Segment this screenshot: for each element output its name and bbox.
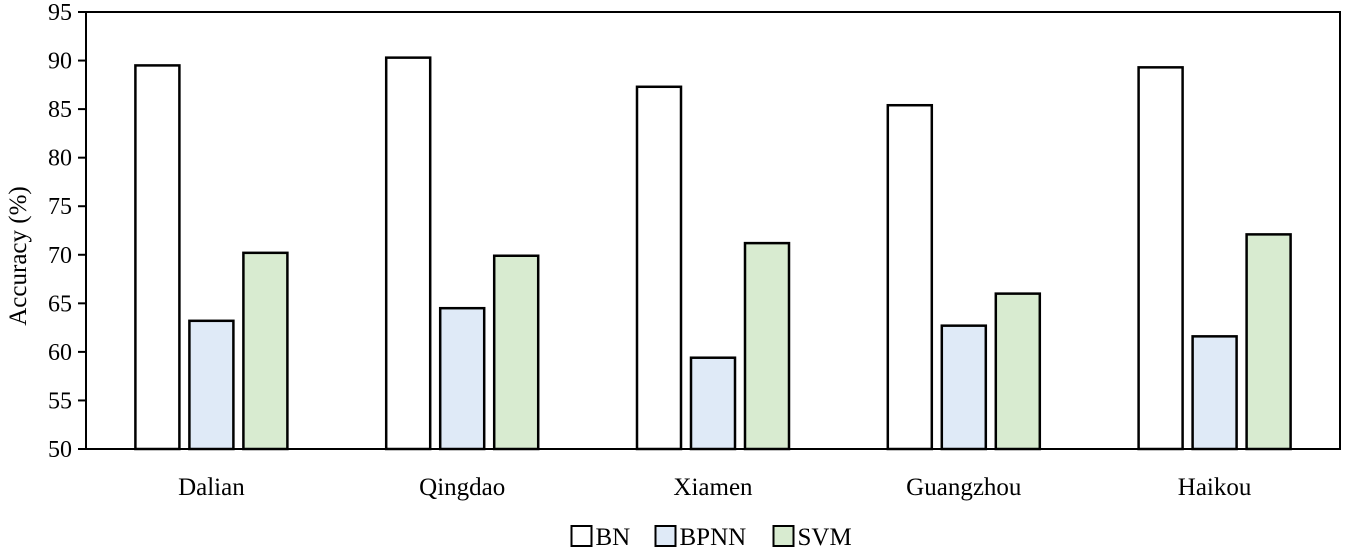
y-tick-label: 70 bbox=[48, 243, 72, 269]
bar-svm-dalian bbox=[242, 251, 289, 451]
x-tick-label: Qingdao bbox=[419, 474, 505, 501]
legend-swatch-bpnn bbox=[654, 525, 677, 547]
legend: BN BPNN SVM bbox=[570, 524, 852, 551]
bar-bpnn-xiamen bbox=[689, 356, 737, 451]
y-tick-label: 85 bbox=[48, 97, 72, 123]
bar-bpnn-guangzhou bbox=[940, 324, 988, 451]
y-tick-label: 65 bbox=[48, 291, 72, 317]
bar-bn-guangzhou bbox=[886, 103, 934, 451]
bar-svm-haikou bbox=[1245, 233, 1292, 451]
bar-svm-guangzhou bbox=[994, 292, 1042, 451]
x-tick-label: Haikou bbox=[1178, 474, 1252, 501]
bar-bn-dalian bbox=[134, 64, 181, 451]
legend-label-svm: SVM bbox=[798, 524, 852, 551]
y-axis-title: Accuracy (%) bbox=[5, 186, 32, 326]
bar-bpnn-haikou bbox=[1191, 335, 1238, 451]
bar-bn-xiamen bbox=[635, 85, 683, 451]
y-tick-label: 90 bbox=[48, 49, 72, 75]
plot-area: 50 55 60 65 70 75 80 85 90 95 Dalian Qingdao Xiamen G… bbox=[48, 0, 1341, 501]
y-tick-label: 60 bbox=[48, 340, 72, 366]
legend-swatch-bn bbox=[570, 525, 593, 547]
bar-svm-qingdao bbox=[492, 254, 540, 451]
y-tick-label: 50 bbox=[48, 437, 72, 463]
y-tick-label: 95 bbox=[48, 0, 72, 26]
x-tick-label: Guangzhou bbox=[906, 474, 1022, 501]
bar-bn-qingdao bbox=[384, 56, 432, 451]
bar-bpnn-qingdao bbox=[438, 306, 486, 451]
y-tick-label: 55 bbox=[48, 388, 72, 414]
x-tick-label: Dalian bbox=[178, 474, 245, 501]
x-tick-label: Xiamen bbox=[673, 474, 753, 501]
bar-bpnn-dalian bbox=[188, 319, 235, 451]
bar-bn-haikou bbox=[1137, 66, 1184, 451]
legend-label-bn: BN bbox=[596, 524, 631, 551]
y-tick-label: 80 bbox=[48, 146, 72, 172]
legend-swatch-svm bbox=[772, 525, 795, 547]
bar-svm-xiamen bbox=[743, 241, 791, 451]
y-tick-label: 75 bbox=[48, 194, 72, 220]
legend-label-bpnn: BPNN bbox=[680, 524, 747, 551]
